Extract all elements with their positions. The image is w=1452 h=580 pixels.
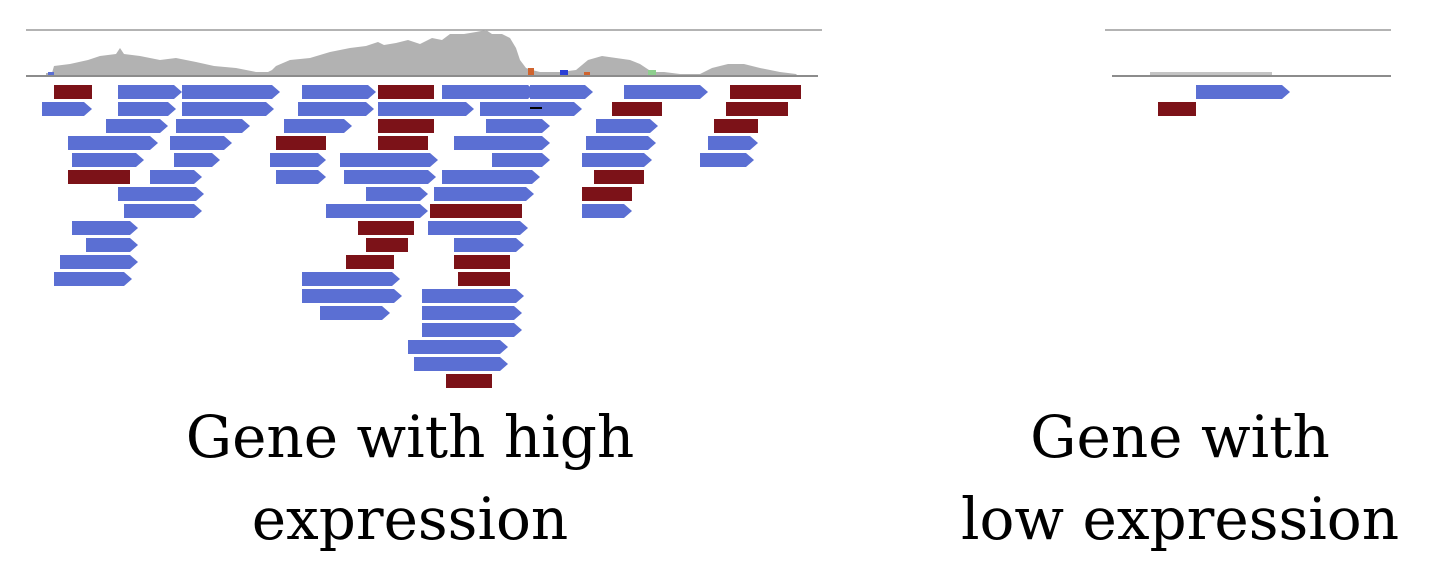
forward-read [276, 170, 326, 184]
forward-read [106, 119, 168, 133]
reverse-read [594, 170, 644, 184]
mismatch-mark [584, 72, 590, 76]
reverse-read [358, 221, 414, 235]
reverse-read [366, 238, 408, 252]
mismatch-mark [528, 68, 534, 76]
forward-read [118, 102, 176, 116]
forward-read [366, 187, 428, 201]
forward-read [150, 170, 202, 184]
mismatch-mark [560, 70, 568, 76]
forward-read [284, 119, 352, 133]
mismatch-mark [48, 72, 54, 76]
reverse-read [68, 170, 130, 184]
forward-read [170, 136, 232, 150]
forward-read [302, 289, 402, 303]
reverse-read [346, 255, 394, 269]
forward-read [72, 153, 144, 167]
forward-read [414, 357, 508, 371]
reverse-read [454, 255, 510, 269]
forward-read [326, 204, 428, 218]
forward-read [422, 289, 524, 303]
reverse-read [726, 102, 788, 116]
reverse-read [54, 85, 92, 99]
forward-read [434, 187, 534, 201]
high-expression-caption: Gene with high expression [110, 396, 710, 560]
reverse-read [446, 374, 492, 388]
caption-line: expression [251, 485, 569, 553]
reverse-read [458, 272, 510, 286]
forward-read [422, 323, 522, 337]
forward-read [492, 153, 550, 167]
forward-read [454, 238, 524, 252]
reverse-read [714, 119, 758, 133]
caption-line: Gene with high [185, 403, 635, 471]
forward-read [72, 221, 138, 235]
mismatch-mark [648, 70, 656, 76]
reverse-read [378, 136, 428, 150]
forward-read [340, 153, 438, 167]
coverage-mismatch-marks [48, 68, 656, 76]
forward-read [124, 204, 202, 218]
forward-read [586, 136, 656, 150]
forward-read [118, 187, 204, 201]
low-expression-panel [1105, 29, 1391, 116]
forward-read [270, 153, 326, 167]
forward-read [60, 255, 138, 269]
reverse-read [430, 204, 522, 218]
forward-read [708, 136, 758, 150]
forward-read [42, 102, 92, 116]
forward-read [344, 170, 436, 184]
read-alignments [42, 85, 801, 388]
forward-read [182, 102, 274, 116]
forward-read [68, 136, 158, 150]
reverse-read [582, 187, 632, 201]
forward-read [176, 119, 250, 133]
forward-read [118, 85, 182, 99]
forward-read [582, 204, 632, 218]
forward-read [530, 85, 593, 99]
forward-read [454, 136, 550, 150]
coverage-histogram [1150, 72, 1272, 76]
forward-read [700, 153, 754, 167]
read-alignments [1158, 85, 1290, 116]
forward-read [174, 153, 220, 167]
forward-read [302, 272, 400, 286]
caption-line: low expression [960, 485, 1400, 553]
forward-read [298, 102, 374, 116]
reverse-read [1158, 102, 1196, 116]
forward-read [486, 119, 550, 133]
mismatch-tick [530, 107, 542, 109]
high-expression-panel [26, 29, 822, 388]
coverage-histogram [46, 30, 798, 76]
forward-read [302, 85, 376, 99]
forward-read [442, 85, 536, 99]
forward-read [408, 340, 508, 354]
reverse-read [730, 85, 801, 99]
forward-read [442, 170, 540, 184]
forward-read [378, 102, 474, 116]
reverse-read [276, 136, 326, 150]
forward-read [86, 238, 138, 252]
forward-read [428, 221, 528, 235]
caption-line: Gene with [1030, 403, 1330, 471]
low-expression-caption: Gene with low expression [930, 396, 1430, 560]
forward-read [54, 272, 132, 286]
reverse-read [378, 85, 434, 99]
forward-read [596, 119, 658, 133]
forward-read [1196, 85, 1290, 99]
forward-read [182, 85, 280, 99]
forward-read [624, 85, 708, 99]
reverse-read [612, 102, 662, 116]
forward-read [320, 306, 390, 320]
reverse-read [378, 119, 434, 133]
forward-read [422, 306, 522, 320]
forward-read [582, 153, 652, 167]
